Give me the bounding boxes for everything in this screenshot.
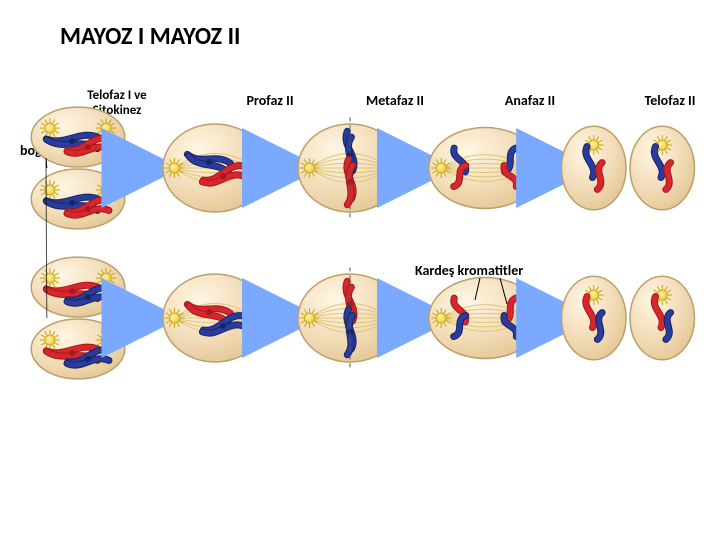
meiosis-diagram: [0, 0, 720, 540]
stage-profaz2: [163, 124, 267, 212]
stage-profaz2: [163, 274, 267, 362]
stage-anafaz2: [429, 128, 541, 209]
stage-anafaz2: [429, 278, 541, 359]
stage-metafaz2: [298, 117, 402, 218]
stage-metafaz2: [298, 267, 402, 368]
